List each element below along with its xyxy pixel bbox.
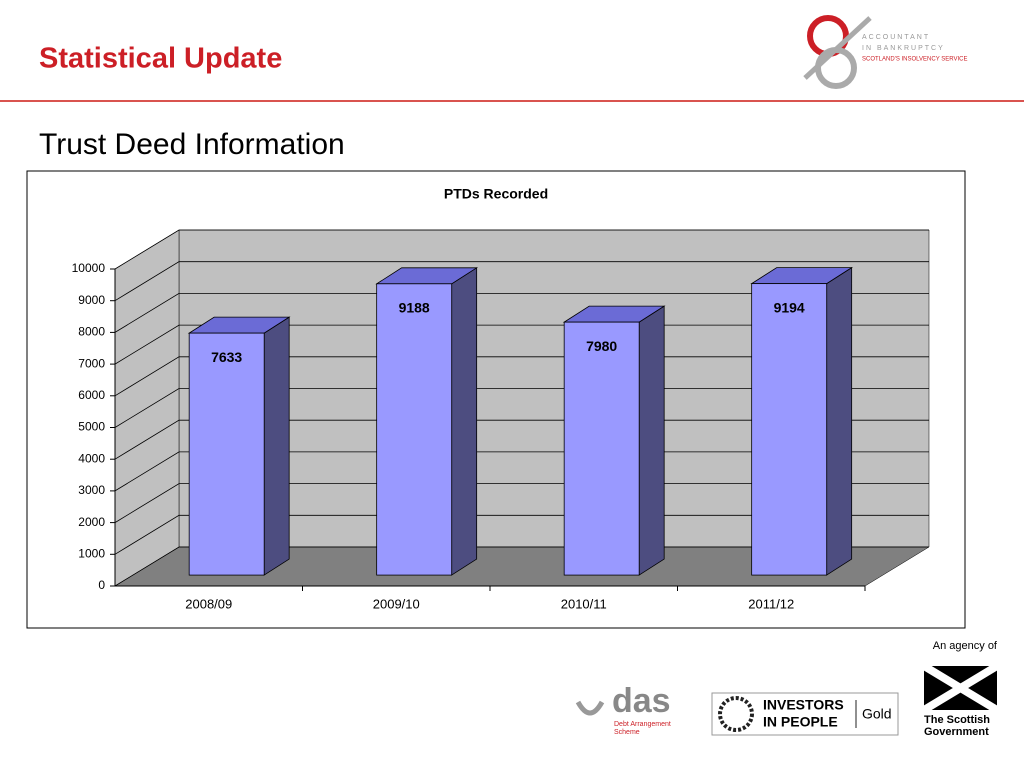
grid-line: [114, 514, 929, 555]
iip-wreath: [718, 696, 754, 732]
grid-line: [114, 324, 929, 365]
x-tick-label: 2010/11: [561, 596, 607, 611]
value-label: 9188: [399, 300, 430, 316]
grid-line: [114, 388, 929, 428]
grid-line: [114, 483, 929, 523]
das-caption: Debt Arrangement: [614, 721, 671, 728]
iip-text: IN PEOPLE: [763, 714, 838, 730]
value-label: 7980: [586, 338, 617, 354]
y-tick-label: 7000: [78, 356, 105, 370]
y-tick-label: 5000: [78, 420, 105, 434]
agency-logo: An agency of The Scottish Government: [921, 640, 1000, 738]
grid-line: [114, 292, 929, 333]
grid-line: [114, 261, 929, 302]
das-logo: das Debt Arrangement Scheme: [575, 682, 671, 736]
logo-slash: [803, 16, 872, 80]
bar: [751, 283, 828, 576]
bar: [563, 321, 640, 576]
das-text: das: [612, 682, 671, 720]
agency-text: An agency of: [933, 640, 998, 652]
bar: [188, 332, 265, 576]
x-tick-label: 2008/09: [185, 596, 232, 611]
y-tick-label: 0: [98, 578, 105, 592]
y-tick-label: 9000: [78, 293, 105, 307]
agency-text: The Scottish: [924, 714, 990, 726]
aib-logo: ACCOUNTANT IN BANKRUPTCY SCOTLAND'S INSO…: [803, 15, 968, 89]
das-icon: [575, 700, 605, 716]
bar-side: [826, 266, 853, 576]
grid-line: [114, 451, 929, 492]
grid-line: [114, 356, 929, 397]
y-tick-label: 3000: [78, 483, 105, 497]
slide-title: Statistical Update: [39, 43, 282, 75]
bar-side: [638, 305, 665, 576]
chart-title: PTDs Recorded: [444, 186, 548, 202]
grid-line: [114, 419, 929, 460]
x-tick-label: 2011/12: [748, 596, 794, 611]
bar-side: [451, 267, 478, 576]
plot: 0 1000 2000 3000 4000 5000 6000 7000 8000 9000 100…: [72, 229, 930, 611]
iip-logo: INVESTORS IN PEOPLE Gold: [711, 692, 899, 736]
grid-line: [114, 546, 929, 587]
logo-text: IN BANKRUPTCY: [862, 45, 945, 52]
iip-text: INVESTORS: [763, 697, 844, 713]
y-tick-label: 6000: [78, 388, 105, 402]
agency-text: Government: [924, 726, 989, 738]
y-tick-label: 10000: [72, 261, 106, 275]
y-tick-label: 1000: [78, 546, 105, 560]
bar-side: [263, 316, 290, 576]
value-label: 9194: [774, 299, 805, 315]
logo-text: ACCOUNTANT: [862, 34, 930, 41]
y-tick-label: 8000: [78, 325, 105, 339]
bar: [376, 283, 453, 576]
y-tick-label: 4000: [78, 451, 105, 465]
logo-text: SCOTLAND'S INSOLVENCY SERVICE: [862, 57, 968, 63]
slide-subtitle: Trust Deed Information: [39, 128, 345, 161]
value-label: 7633: [211, 349, 242, 365]
x-tick-label: 2009/10: [373, 596, 420, 611]
iip-gold: Gold: [862, 706, 892, 722]
y-tick-label: 2000: [78, 515, 105, 529]
das-caption: Scheme: [614, 729, 640, 736]
saltire-cross: [921, 662, 1000, 714]
grid-line: [114, 229, 929, 270]
